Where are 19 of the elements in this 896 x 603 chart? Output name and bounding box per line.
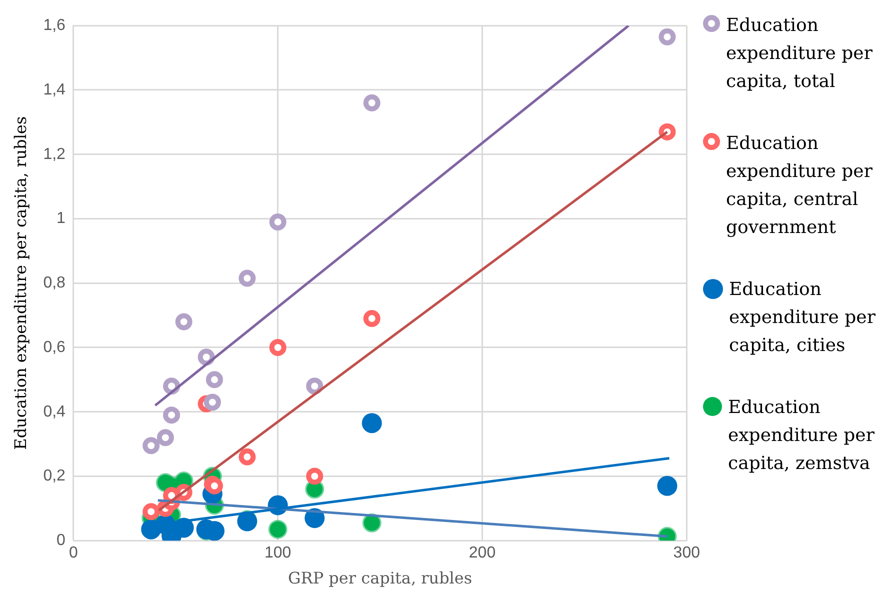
- x-tick-label: 100: [264, 544, 292, 562]
- legend-label: Education expenditure per capita, zemstva: [728, 396, 876, 476]
- legend-label: Education expenditure per capita, total: [726, 14, 874, 94]
- x-tick-label: 300: [673, 544, 700, 562]
- y-tick-label: 0,2: [43, 468, 66, 485]
- y-tick-label: 1: [56, 210, 66, 228]
- legend-label: Education expenditure per capita, cities: [729, 278, 876, 358]
- x-axis-title: GRP per capita, rubles: [288, 568, 472, 588]
- legend-label: Education expenditure per capita, central government: [726, 132, 874, 240]
- y-tick-label: 1,6: [43, 17, 66, 34]
- y-axis-title: Education expenditure per capita, rubles: [10, 116, 30, 450]
- y-tick-label: 0,8: [43, 274, 66, 292]
- x-tick-label: 0: [68, 544, 78, 562]
- x-tick-label: 200: [468, 544, 496, 562]
- y-tick-label: 0,4: [43, 403, 66, 420]
- y-tick-label: 0,6: [43, 338, 66, 356]
- y-tick-label: 1,4: [43, 81, 66, 98]
- y-tick-label: 0: [56, 532, 66, 550]
- y-tick-label: 1,2: [43, 146, 66, 163]
